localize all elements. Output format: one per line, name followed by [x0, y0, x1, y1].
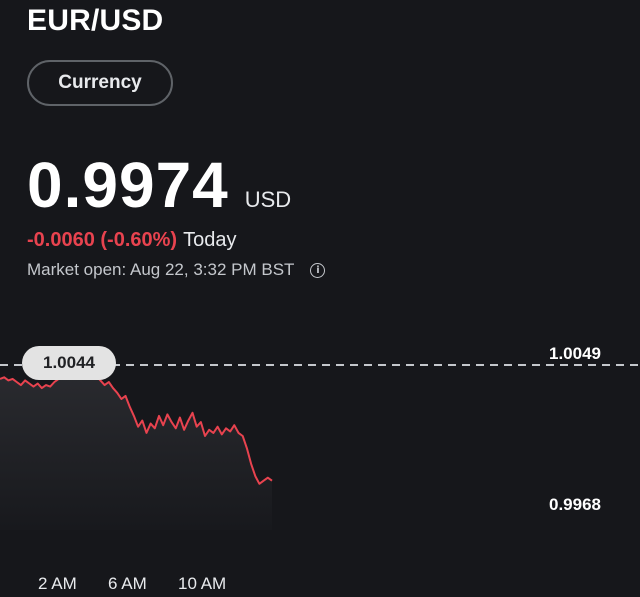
change-period: Today [183, 229, 237, 251]
low-value-label: 0.9968 [549, 495, 601, 514]
price-change: -0.0060 (-0.60%) [27, 229, 178, 251]
currency-chip[interactable]: Currency [27, 60, 173, 106]
x-tick-label: 2 AM [38, 574, 77, 593]
hover-value: 1.0044 [43, 353, 95, 372]
price-currency: USD [244, 187, 292, 212]
page-title: EUR/USD [27, 4, 164, 37]
market-status-row: Market open: Aug 22, 3:32 PM BST i [27, 260, 326, 280]
price-chart[interactable] [0, 330, 640, 597]
x-tick-label: 6 AM [108, 574, 147, 593]
currency-chip-label: Currency [58, 72, 142, 93]
change-row: -0.0060 (-0.60%) Today [27, 229, 236, 252]
market-status: Market open: Aug 22, 3:32 PM BST [27, 260, 295, 279]
current-price: 0.9974 [27, 149, 229, 221]
series-area [0, 369, 272, 530]
info-icon[interactable]: i [310, 262, 326, 278]
series-line [0, 368, 273, 485]
x-tick-label: 10 AM [178, 574, 227, 593]
hover-value-bubble: 1.0044 [22, 346, 116, 380]
price-row: 0.9974 USD [27, 148, 291, 222]
previous-close-label: 1.0049 [549, 344, 601, 363]
